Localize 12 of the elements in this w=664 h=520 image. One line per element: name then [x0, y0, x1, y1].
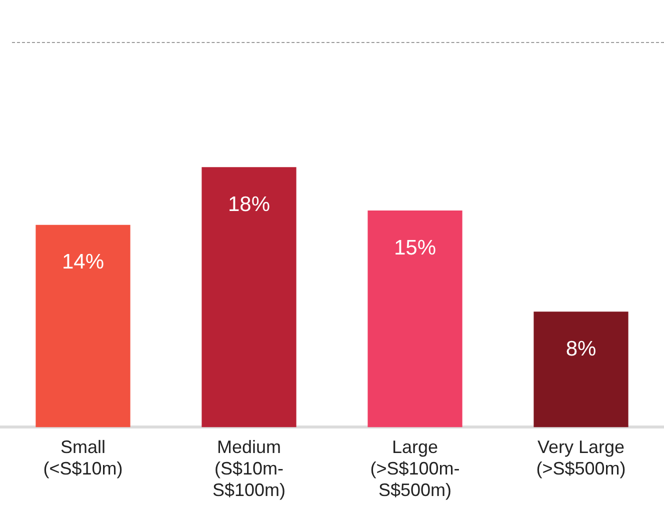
x-tick-label: Large (>S$100m-S$500m): [370, 436, 460, 500]
data-label: 14%: [62, 250, 104, 274]
x-tick-label: Small (<S$10m): [43, 436, 123, 479]
bar: [368, 210, 462, 428]
data-label: 18%: [228, 192, 270, 216]
bar: [36, 224, 130, 428]
data-label: 8%: [566, 337, 596, 360]
data-label: 15%: [394, 236, 436, 260]
bar: [534, 312, 628, 428]
bar: [202, 167, 296, 428]
x-tick-label: Medium (S$10m-S$100m): [212, 436, 286, 500]
x-tick-label: Very Large (>S$500m): [536, 436, 626, 479]
